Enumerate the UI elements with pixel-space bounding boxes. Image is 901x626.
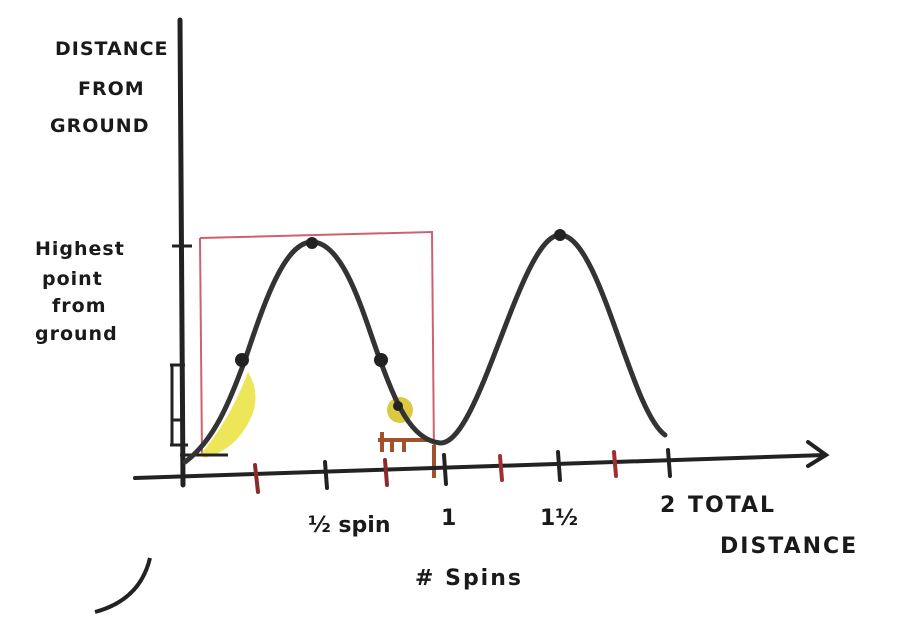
- y-axis-label: GROUND: [50, 115, 149, 137]
- highlight: [200, 372, 256, 458]
- x-tick-label: ½ spin: [308, 513, 390, 538]
- measure-marks: [378, 432, 436, 478]
- point: [374, 353, 388, 367]
- ladder: [170, 363, 228, 457]
- x-tick-label: 2: [660, 493, 675, 518]
- tick: [383, 458, 389, 487]
- tick: [556, 450, 562, 482]
- scribble: [94, 557, 152, 614]
- x-tick-label: 1½: [540, 506, 578, 531]
- tick: [442, 453, 448, 486]
- tick: [323, 460, 329, 490]
- height-curve: [182, 232, 668, 465]
- y-axis-label: DISTANCE: [55, 38, 169, 60]
- highlight-box: [199, 230, 435, 456]
- annotation: point: [42, 268, 103, 290]
- x-tick-label: 1: [441, 506, 456, 531]
- x-axis-label: TOTAL: [688, 493, 776, 518]
- point: [393, 401, 403, 411]
- annotation: Highest: [35, 238, 125, 260]
- point: [554, 229, 566, 241]
- y-axis-label: FROM: [78, 78, 145, 100]
- point: [235, 353, 249, 367]
- annotation: ground: [35, 323, 118, 345]
- point: [306, 237, 318, 249]
- tick: [253, 463, 260, 494]
- x-axis: [133, 440, 830, 480]
- tick: [666, 448, 672, 478]
- y-axis: [177, 17, 186, 488]
- points: [235, 229, 566, 411]
- x-axis-label: DISTANCE: [720, 534, 858, 559]
- tick: [612, 450, 618, 478]
- annotation: from: [52, 295, 107, 317]
- x-axis-title: # Spins: [415, 566, 523, 591]
- x-ticks: [253, 448, 672, 494]
- tick: [498, 454, 504, 482]
